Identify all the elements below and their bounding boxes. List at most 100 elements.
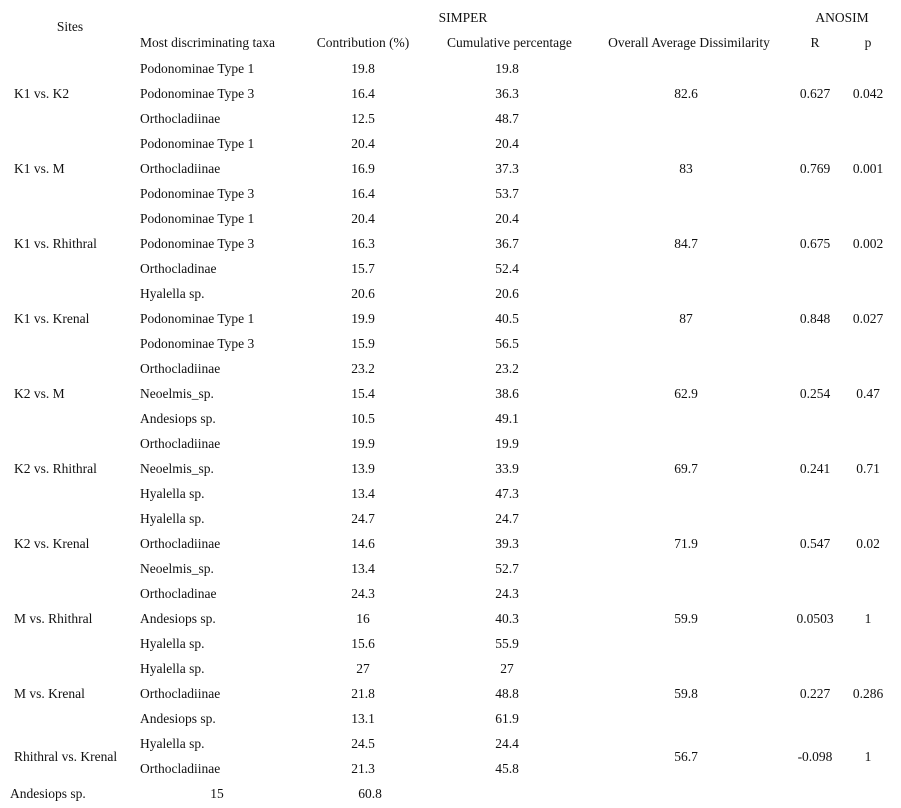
cumulative-cell: 36.7 xyxy=(495,236,519,251)
taxa-cell: Orthocladinae xyxy=(140,586,217,601)
taxa-cell: Hyalella sp. xyxy=(140,486,205,501)
simper-header: SIMPER xyxy=(438,10,488,25)
cumulative-cell: 60.8 xyxy=(358,786,382,801)
table-row: Hyalella sp. 24.7 24.7 xyxy=(0,506,901,531)
contribution-cell: 15.9 xyxy=(351,336,375,351)
taxa-cell: Orthocladiinae xyxy=(140,161,221,176)
contribution-cell: 20.6 xyxy=(351,286,375,301)
group-summary-row: K1 vs. M 83 0.769 0.001 xyxy=(0,156,901,181)
contribution-cell: 24.7 xyxy=(351,511,375,526)
table-row: Podonominae Type 1 20.4 20.4 xyxy=(0,131,901,156)
r-cell: 0.769 xyxy=(799,161,831,176)
contribution-cell: 24.5 xyxy=(351,736,375,751)
contribution-cell: 19.8 xyxy=(351,61,375,76)
table-row: Orthocladiinae 19.9 19.9 xyxy=(0,431,901,456)
taxa-cell: Andesiops sp. xyxy=(10,786,86,801)
cumulative-cell: 61.9 xyxy=(495,711,519,726)
table-row: Orthocladiinae 14.6 39.3 xyxy=(0,531,901,556)
site-cell: K2 vs. Rhithral xyxy=(14,461,97,476)
taxa-cell: Orthocladiinae xyxy=(140,686,221,701)
overflow-row: Andesiops sp. 15 60.8 xyxy=(0,781,901,806)
table-row: Orthocladinae 15.7 52.4 xyxy=(0,256,901,281)
taxa-cell: Orthocladiinae xyxy=(140,111,221,126)
group-summary-row: K1 vs. Krenal 87 0.848 0.027 xyxy=(0,306,901,331)
cumulative-cell: 33.9 xyxy=(495,461,519,476)
cumulative-cell: 24.3 xyxy=(495,586,519,601)
cumulative-cell: 40.3 xyxy=(495,611,519,626)
anosim-header: ANOSIM xyxy=(815,10,869,25)
dissimilarity-cell: 59.8 xyxy=(674,686,698,701)
taxa-cell: Orthocladiinae xyxy=(140,436,221,451)
table-row: Orthocladiinae 21.3 45.8 xyxy=(0,756,901,781)
table-row: Orthocladiinae 16.9 37.3 xyxy=(0,156,901,181)
cumulative-cell: 49.1 xyxy=(495,411,519,426)
taxa-cell: Andesiops sp. xyxy=(140,711,216,726)
taxa-cell: Orthocladiinae xyxy=(140,361,221,376)
site-cell: K2 vs. M xyxy=(14,386,65,401)
table-row: Neoelmis_sp. 13.4 52.7 xyxy=(0,556,901,581)
dissimilarity-cell: 83 xyxy=(679,161,693,176)
taxa-cell: Neoelmis_sp. xyxy=(140,386,214,401)
table-row: Podonominae Type 1 19.8 19.8 xyxy=(0,56,901,81)
contribution-cell: 20.4 xyxy=(351,211,375,226)
contribution-cell: 20.4 xyxy=(351,136,375,151)
contribution-cell: 12.5 xyxy=(351,111,375,126)
contribution-cell: 16 xyxy=(356,611,370,626)
contribution-cell: 16.4 xyxy=(351,186,375,201)
contribution-cell: 13.1 xyxy=(351,711,375,726)
p-cell: 0.286 xyxy=(852,686,884,701)
table-row: Podonominae Type 3 16.4 53.7 xyxy=(0,181,901,206)
site-cell: K1 vs. M xyxy=(14,161,65,176)
table-row: Andesiops sp. 13.1 61.9 xyxy=(0,706,901,731)
taxa-cell: Podonominae Type 1 xyxy=(140,61,255,76)
site-cell: K2 vs. Krenal xyxy=(14,536,90,551)
r-cell: 0.254 xyxy=(799,386,831,401)
taxa-cell: Orthocladiinae xyxy=(140,761,221,776)
site-cell: K1 vs. K2 xyxy=(14,86,70,101)
dissimilarity-cell: 69.7 xyxy=(674,461,698,476)
cumulative-cell: 48.8 xyxy=(495,686,519,701)
cumulative-cell: 52.4 xyxy=(495,261,519,276)
contribution-cell: 14.6 xyxy=(351,536,375,551)
cumulative-cell: 24.4 xyxy=(495,736,519,751)
table-row: Podonominae Type 3 16.3 36.7 xyxy=(0,231,901,256)
r-cell: 0.848 xyxy=(799,311,831,326)
sites-column-header: Sites xyxy=(56,19,84,34)
table-row: Hyalella sp. 24.5 24.4 xyxy=(0,731,901,756)
r-cell: 0.0503 xyxy=(796,611,834,626)
cumulative-cell: 19.9 xyxy=(495,436,519,451)
contribution-cell: 23.2 xyxy=(351,361,375,376)
cumulative-cell: 55.9 xyxy=(495,636,519,651)
taxa-cell: Podonominae Type 1 xyxy=(140,211,255,226)
group-summary-row: K2 vs. Krenal 71.9 0.547 0.02 xyxy=(0,531,901,556)
taxa-cell: Podonominae Type 1 xyxy=(140,136,255,151)
cumulative-cell: 53.7 xyxy=(495,186,519,201)
taxa-cell: Andesiops sp. xyxy=(140,611,216,626)
table-row: Neoelmis_sp. 13.9 33.9 xyxy=(0,456,901,481)
cumulative-cell: 27 xyxy=(500,661,514,676)
dissimilarity-column-header: Overall Average Dissimilarity xyxy=(608,35,770,50)
table-row: Hyalella sp. 20.6 20.6 xyxy=(0,281,901,306)
contribution-cell: 10.5 xyxy=(351,411,375,426)
contribution-cell: 27 xyxy=(356,661,370,676)
p-cell: 1 xyxy=(864,748,872,764)
taxa-cell: Podonominae Type 3 xyxy=(140,86,255,101)
cumulative-cell: 48.7 xyxy=(495,111,519,126)
cumulative-cell: 39.3 xyxy=(495,536,519,551)
table-row: Hyalella sp. 13.4 47.3 xyxy=(0,481,901,506)
dissimilarity-cell: 71.9 xyxy=(674,536,698,551)
cumulative-cell: 20.6 xyxy=(495,286,519,301)
p-cell: 0.47 xyxy=(856,386,880,401)
group-summary-row: K1 vs. Rhithral 84.7 0.675 0.002 xyxy=(0,231,901,256)
site-cell: M vs. Rhithral xyxy=(14,611,93,626)
contribution-cell: 21.8 xyxy=(351,686,375,701)
taxa-cell: Orthocladinae xyxy=(140,261,217,276)
contribution-column-header: Contribution (%) xyxy=(316,35,410,50)
table-row: Orthocladiinae 23.2 23.2 xyxy=(0,356,901,381)
contribution-cell: 15 xyxy=(210,786,224,801)
cumulative-cell: 24.7 xyxy=(495,511,519,526)
group-summary-row: K1 vs. K2 82.6 0.627 0.042 xyxy=(0,81,901,106)
taxa-cell: Podonominae Type 3 xyxy=(140,186,255,201)
p-cell: 0.71 xyxy=(856,461,880,476)
